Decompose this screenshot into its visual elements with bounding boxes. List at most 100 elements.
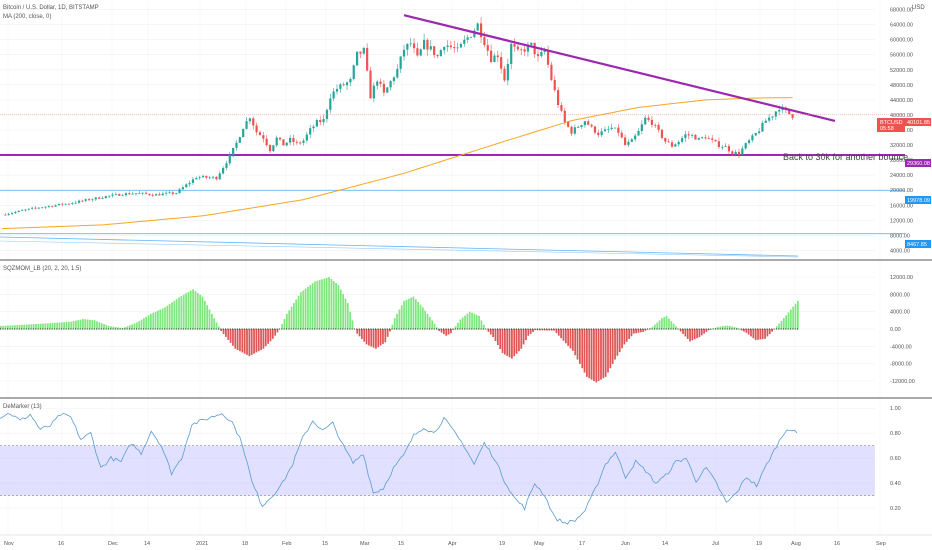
squeeze-dot [539, 328, 541, 330]
squeeze-dot [607, 328, 609, 330]
squeeze-dot [375, 328, 377, 330]
momentum-bar [567, 329, 570, 346]
momentum-bar [86, 319, 89, 330]
level2-price-value: 19978.09 [907, 198, 930, 204]
candle-body [677, 141, 680, 145]
squeeze-dot [782, 328, 784, 330]
squeeze-dot [733, 328, 735, 330]
diagonal-line[interactable] [0, 236, 799, 257]
level3-price-value: 8467.85 [907, 242, 927, 248]
demarker-axis[interactable]: 1.00 0.80 0.60 0.40 0.20 [890, 406, 901, 512]
squeeze-dot [700, 328, 702, 330]
sqz-legend: SQZMOM_LB (20, 2, 20, 1.5) [3, 266, 81, 272]
candle-body [617, 127, 620, 133]
candle-body [24, 209, 27, 211]
squeeze-dot [9, 328, 11, 330]
candle-body [386, 87, 389, 93]
squeeze-dot [614, 328, 616, 330]
squeeze-dot [126, 328, 128, 330]
candle-body [188, 182, 191, 185]
candle-body [302, 140, 305, 143]
currency-label: USD [912, 5, 925, 11]
momentum-axis-tick: 8000.00 [890, 292, 910, 298]
momentum-bar [171, 302, 173, 330]
momentum-bar [438, 329, 441, 332]
squeeze-dot [337, 328, 339, 330]
price-axis-tick: 8000.00 [890, 233, 910, 239]
momentum-bar [590, 329, 593, 380]
momentum-bar [339, 289, 342, 330]
squeeze-dot [302, 328, 304, 330]
momentum-bar [611, 329, 614, 364]
squeeze-dot [759, 328, 761, 330]
candle-body [479, 23, 483, 38]
momentum-bar [314, 281, 316, 330]
candle-body [543, 50, 546, 53]
momentum-bar [138, 321, 141, 330]
candle-body [379, 81, 382, 84]
momentum-bar [494, 329, 497, 342]
momentum-bar [792, 306, 795, 330]
support-price-value: 29360.08 [907, 161, 930, 167]
squeeze-dot [360, 328, 362, 330]
momentum-bar [700, 329, 703, 336]
momentum-bar [220, 329, 223, 332]
demarker-pane[interactable] [0, 412, 875, 525]
candle-body [185, 184, 188, 188]
candle-body [540, 52, 543, 57]
squeeze-dot [747, 328, 749, 330]
price-axis-tick: 44000.00 [890, 98, 913, 104]
squeeze-dot [147, 328, 149, 330]
momentum-bar [154, 311, 157, 330]
momentum-bar [393, 318, 396, 330]
squeeze-dot [23, 328, 25, 330]
momentum-bar [271, 329, 274, 339]
momentum-bar [703, 329, 705, 334]
candle-body [4, 214, 7, 216]
momentum-bar [255, 329, 258, 353]
squeeze-dot [365, 328, 367, 330]
momentum-bar [457, 322, 459, 330]
squeeze-dot [513, 328, 515, 330]
candle-body [319, 120, 322, 123]
squeeze-dot [368, 328, 370, 330]
squeeze-dot [668, 328, 670, 330]
candle-body [456, 47, 459, 49]
candle-body [744, 143, 747, 149]
price-axis-tick: 28000.00 [890, 158, 913, 164]
candle-body [349, 78, 352, 83]
squeeze-dot [489, 328, 491, 330]
squeeze-dot [218, 328, 220, 330]
time-axis[interactable]: Nov 16 Dec 14 2021 18 Feb 15 Mar 15 Apr 19 May 17 Jun 1… [4, 541, 886, 547]
momentum-bar [180, 296, 183, 330]
squeeze-dot [630, 328, 632, 330]
momentum-pane[interactable] [0, 277, 799, 383]
momentum-bar [487, 329, 490, 332]
squeeze-dot [131, 328, 133, 330]
candle-body [245, 121, 248, 129]
diagonal-line[interactable] [0, 240, 799, 258]
candle-body [697, 137, 700, 140]
candle-body [195, 177, 198, 180]
momentum-bar [379, 329, 382, 346]
momentum-axis-tick: 4000.00 [890, 310, 910, 316]
squeeze-dot [525, 328, 527, 330]
candle-body [486, 45, 489, 51]
candle-body [423, 39, 426, 50]
momentum-bar [623, 329, 626, 345]
squeeze-dot [2, 328, 4, 330]
squeeze-dot [325, 328, 327, 330]
momentum-axis[interactable]: 12000.00 8000.00 4000.00 0.00 -4000.00 -8000.… [890, 275, 915, 385]
squeeze-dot [654, 328, 656, 330]
momentum-bar [208, 309, 211, 330]
price-pane[interactable] [0, 14, 905, 258]
momentum-bar [98, 322, 101, 330]
resistance-trendline[interactable] [403, 14, 836, 123]
momentum-bar [79, 319, 82, 330]
momentum-bar [267, 329, 269, 344]
squeeze-dot [173, 328, 175, 330]
momentum-bar [768, 329, 771, 335]
squeeze-dot [602, 328, 604, 330]
time-axis-tick: 16 [58, 541, 64, 547]
candle-body [429, 46, 432, 50]
